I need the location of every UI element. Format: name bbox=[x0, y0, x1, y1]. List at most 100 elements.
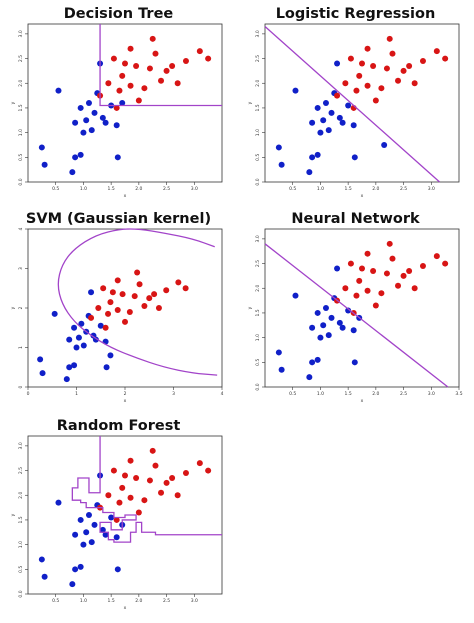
chart-title: Random Forest bbox=[56, 418, 181, 434]
plot-frame bbox=[264, 23, 460, 183]
x-tick: 1.5 bbox=[345, 387, 352, 397]
blue-point bbox=[77, 516, 84, 523]
red-point bbox=[141, 303, 148, 310]
x-tick: 3.5 bbox=[455, 387, 463, 397]
x-tick-label: 3.0 bbox=[428, 186, 435, 192]
blue-point bbox=[85, 100, 92, 106]
red-point bbox=[116, 499, 123, 506]
blue-point bbox=[339, 119, 346, 126]
red-point bbox=[359, 60, 365, 67]
y-tick-label: 2.0 bbox=[255, 285, 261, 292]
blue-point bbox=[351, 154, 358, 161]
x-tick: 3.0 bbox=[191, 594, 198, 604]
red-point bbox=[109, 289, 116, 296]
red-point bbox=[149, 447, 156, 454]
decision-boundary bbox=[264, 243, 449, 388]
red-point bbox=[395, 77, 402, 84]
y-tick: 2 bbox=[18, 306, 28, 309]
x-tick: 3 bbox=[172, 387, 175, 397]
red-point bbox=[364, 45, 371, 52]
y-tick: 0 bbox=[18, 385, 28, 388]
red-point bbox=[182, 285, 189, 292]
red-point bbox=[400, 67, 407, 74]
red-point bbox=[383, 65, 390, 72]
blue-point bbox=[278, 161, 285, 168]
blue-point bbox=[55, 499, 62, 506]
red-point bbox=[174, 80, 181, 87]
y-tick: 2.5 bbox=[18, 55, 28, 62]
red-point bbox=[370, 267, 377, 274]
y-tick: 0.5 bbox=[255, 154, 265, 161]
y-tick: 0.0 bbox=[18, 590, 28, 598]
blue-point bbox=[278, 366, 285, 373]
y-tick: 0.0 bbox=[255, 383, 265, 391]
y-tick: 3.0 bbox=[18, 442, 28, 449]
red-point bbox=[334, 92, 341, 99]
red-point bbox=[364, 82, 371, 89]
red-point bbox=[419, 263, 426, 270]
blue-point bbox=[91, 109, 98, 116]
x-tick-label: 3.5 bbox=[455, 391, 462, 397]
y-tick: 4 bbox=[18, 227, 28, 230]
red-point bbox=[169, 474, 176, 481]
x-tick-label: 2.5 bbox=[163, 186, 170, 192]
red-point bbox=[389, 50, 396, 57]
red-point bbox=[158, 489, 165, 496]
x-tick-label: 1.0 bbox=[317, 186, 324, 192]
blue-point bbox=[275, 349, 282, 356]
blue-point bbox=[381, 141, 388, 148]
x-tick-label: 2.0 bbox=[135, 186, 142, 192]
x-tick-label: 0.5 bbox=[52, 186, 59, 192]
x-tick: 2 bbox=[124, 387, 127, 397]
red-point bbox=[378, 85, 385, 92]
red-point bbox=[419, 58, 426, 65]
x-tick-label: 1.5 bbox=[345, 391, 352, 397]
y-tick-label: 2 bbox=[18, 306, 24, 309]
y-tick: 1.0 bbox=[255, 129, 265, 136]
blue-point bbox=[91, 521, 98, 528]
blue-point bbox=[77, 151, 84, 158]
red-point bbox=[152, 462, 159, 469]
red-point bbox=[122, 318, 128, 325]
y-tick-label: 3.0 bbox=[255, 30, 261, 37]
x-axis-label: x bbox=[361, 194, 364, 199]
red-point bbox=[342, 285, 349, 292]
red-point bbox=[127, 45, 134, 52]
blue-point bbox=[325, 332, 332, 339]
y-tick: 0.5 bbox=[18, 154, 28, 161]
blue-point bbox=[63, 376, 70, 383]
x-tick: 4 bbox=[221, 387, 224, 397]
red-point bbox=[126, 308, 133, 315]
red-point bbox=[372, 302, 379, 309]
y-axis-label: y bbox=[11, 513, 16, 516]
blue-point bbox=[75, 334, 82, 341]
x-tick-label: 1.0 bbox=[317, 391, 324, 397]
y-tick-label: 1.5 bbox=[255, 309, 261, 316]
y-tick: 3 bbox=[18, 267, 28, 270]
x-tick: 2.5 bbox=[400, 387, 407, 397]
y-axis-label: y bbox=[248, 101, 253, 104]
y-axis-label: y bbox=[248, 306, 253, 309]
y-tick-label: 4 bbox=[18, 227, 24, 230]
blue-point bbox=[275, 144, 282, 151]
red-point bbox=[155, 305, 162, 311]
x-tick: 3.0 bbox=[428, 182, 435, 192]
red-point bbox=[411, 80, 418, 87]
x-tick: 2.0 bbox=[135, 182, 143, 192]
x-tick: 3.0 bbox=[428, 387, 435, 397]
red-point bbox=[433, 253, 440, 260]
red-point bbox=[105, 492, 112, 499]
blue-point bbox=[306, 374, 313, 381]
plot-frame bbox=[264, 228, 460, 388]
red-point bbox=[151, 291, 158, 298]
blue-point bbox=[102, 119, 109, 126]
plot-frame bbox=[27, 435, 223, 595]
blue-point bbox=[113, 122, 120, 129]
chart-title: Logistic Regression bbox=[275, 6, 436, 22]
y-tick: 0.5 bbox=[18, 566, 28, 573]
blue-point bbox=[72, 119, 79, 126]
red-point bbox=[406, 62, 413, 69]
blue-point bbox=[325, 127, 332, 134]
x-tick: 1.5 bbox=[108, 594, 115, 604]
blue-point bbox=[328, 314, 335, 321]
